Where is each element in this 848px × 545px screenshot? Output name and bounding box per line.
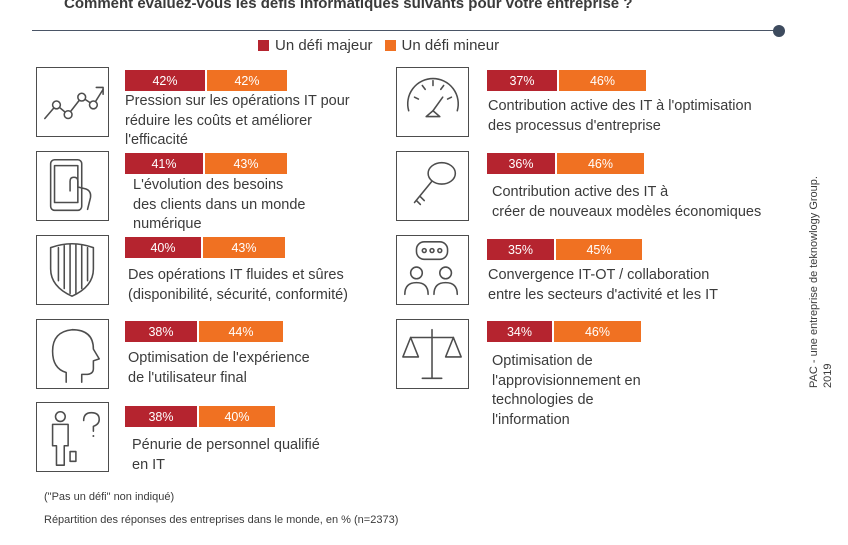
category-label: Des opérations IT fluides et sûres (dispo… (128, 266, 348, 305)
legend: Un défi majeur Un défi mineur (258, 37, 511, 54)
bar-label-minor: 42% (234, 73, 260, 88)
legend-swatch-minor (384, 40, 396, 51)
bar-label-major: 38% (148, 409, 174, 424)
bar-major: 40% (125, 237, 201, 258)
title-rule (32, 30, 776, 31)
category-label: Contribution active des IT à l'optimisat… (488, 97, 752, 136)
category-label-line: réduire les coûts et améliorer (125, 112, 312, 129)
bar-label-major: 35% (507, 242, 534, 257)
bar-minor: 43% (205, 153, 287, 174)
bar-minor: 44% (199, 321, 283, 342)
category-label-line: technologies de (492, 392, 594, 408)
bar-label-minor: 45% (586, 242, 612, 257)
bar-major: 38% (125, 406, 197, 427)
category-label-line: Convergence IT-OT / collaboration (488, 267, 710, 283)
bar-label-minor: 40% (224, 409, 250, 424)
bar-major: 35% (487, 239, 554, 260)
key-icon (396, 151, 469, 221)
bar-minor: 42% (207, 70, 287, 91)
gauge-icon (396, 67, 469, 137)
credit-line-2: 2019 (821, 363, 834, 388)
legend-item-minor: Un défi mineur (384, 37, 500, 54)
bar-label-major: 37% (509, 73, 535, 88)
category-label-line: des processus d'entreprise (488, 117, 661, 134)
shield-icon (36, 235, 109, 305)
category-label-line: L'évolution des besoins (133, 177, 284, 193)
note-not-shown: ("Pas un défi" non indiqué) (44, 491, 175, 503)
bar-minor: 46% (557, 153, 644, 174)
legend-label-minor: Un défi mineur (401, 37, 500, 54)
bar-label-major: 40% (150, 240, 176, 255)
category-label: Pression sur les opérations IT pour rédui… (125, 92, 350, 151)
category-label-line: l'efficacité (125, 132, 188, 148)
category-label-line: Contribution active des IT à (492, 184, 669, 200)
bar-label-minor: 43% (231, 240, 257, 255)
category-label-line: en IT (132, 456, 166, 473)
legend-swatch-major (258, 40, 269, 51)
category-label-line: l'approvisionnement en (492, 372, 641, 389)
bar-label-major: 42% (152, 73, 178, 88)
category-label: L'évolution des besoins des clients dans … (133, 176, 306, 235)
bar-minor: 43% (203, 237, 285, 258)
person-question-icon (36, 402, 109, 472)
bar-label-minor: 46% (589, 73, 616, 88)
category-label: Optimisation de l'approvisionnement en tec… (492, 352, 641, 430)
rule-end-dot (773, 25, 785, 37)
category-label-line: créer de nouveaux modèles économiques (492, 203, 762, 220)
credit-line-1: PAC - une entreprise de teknowlogy Group… (808, 176, 820, 388)
category-label-line: entre les secteurs d'activité et les IT (488, 286, 719, 303)
category-label-line: Optimisation de (492, 353, 593, 369)
category-label-line: numérique (133, 216, 202, 232)
category-label-line: Contribution active des IT à l'optimisat… (488, 98, 752, 114)
bar-label-major: 34% (506, 324, 533, 339)
scales-icon (396, 319, 469, 389)
category-label: Pénurie de personnel qualifié en IT (132, 436, 320, 475)
bar-label-major: 38% (148, 324, 174, 339)
legend-item-major: Un défi majeur (258, 37, 373, 54)
growth-chart-icon (36, 67, 109, 137)
category-label-line: l'information (492, 411, 570, 428)
category-label-line: Pénurie de personnel qualifié (132, 437, 320, 453)
legend-label-major: Un défi majeur (275, 37, 373, 54)
bar-major: 36% (487, 153, 555, 174)
category-label-line: Des opérations IT fluides et sûres (128, 267, 344, 283)
user-profile-icon (36, 319, 109, 389)
chat-people-icon (396, 235, 469, 305)
category-label-line: Pression sur les opérations IT pour (125, 93, 350, 109)
bar-label-minor: 44% (228, 324, 254, 339)
chart-title: Comment évaluez-vous les défis informati… (64, 0, 633, 12)
bar-major: 38% (125, 321, 197, 342)
category-label: Contribution active des IT à créer de nou… (492, 183, 761, 222)
bar-minor: 40% (199, 406, 275, 427)
category-label: Optimisation de l'expérience de l'utilisa… (128, 349, 310, 388)
credit-text: PAC - une entreprise de teknowlogy Group… (808, 176, 835, 388)
bar-label-minor: 43% (233, 156, 259, 171)
bar-minor: 46% (559, 70, 646, 91)
tablet-touch-icon (36, 151, 109, 221)
note-source: Répartition des réponses des entreprises… (44, 514, 399, 526)
bar-label-minor: 46% (587, 156, 614, 171)
category-label-line: de l'utilisateur final (128, 369, 247, 386)
bar-major: 41% (125, 153, 203, 174)
category-label-line: (disponibilité, sécurité, conformité) (128, 286, 349, 303)
category-label: Convergence IT-OT / collaboration entre l… (488, 266, 718, 305)
category-label-line: Optimisation de l'expérience (128, 350, 310, 366)
bar-label-major: 41% (151, 156, 177, 171)
bar-label-major: 36% (508, 156, 534, 171)
bar-major: 42% (125, 70, 205, 91)
bar-minor: 46% (554, 321, 641, 342)
bar-label-minor: 46% (584, 324, 611, 339)
bar-minor: 45% (556, 239, 642, 260)
bar-major: 34% (487, 321, 552, 342)
bar-major: 37% (487, 70, 557, 91)
category-label-line: des clients dans un monde (133, 196, 306, 213)
